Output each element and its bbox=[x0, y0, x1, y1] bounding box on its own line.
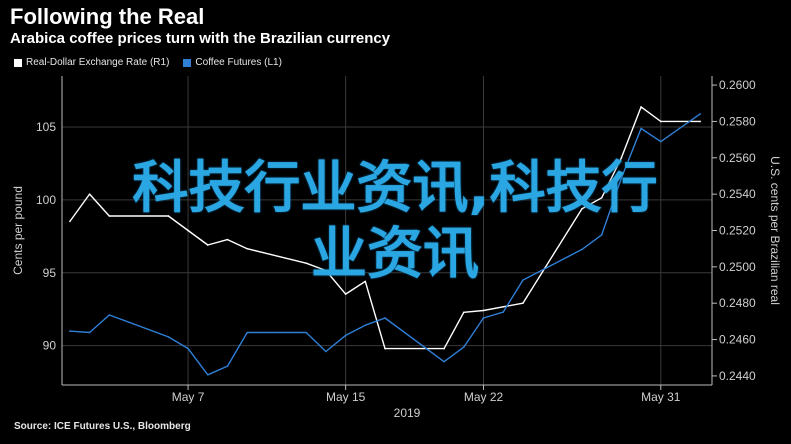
data-point-real bbox=[167, 215, 170, 217]
series-line-coffee bbox=[69, 113, 701, 376]
legend-item-coffee: Coffee Futures (L1) bbox=[183, 57, 282, 68]
legend: Real-Dollar Exchange Rate (R1) Coffee Fu… bbox=[14, 57, 296, 68]
right-tick-label: 0.2560 bbox=[719, 151, 756, 165]
data-point-coffee bbox=[443, 360, 445, 363]
data-point-coffee bbox=[325, 350, 327, 353]
data-point-real bbox=[108, 215, 111, 217]
legend-item-real: Real-Dollar Exchange Rate (R1) bbox=[14, 57, 169, 68]
data-point-real bbox=[344, 293, 347, 295]
data-point-real bbox=[482, 309, 485, 312]
x-tick-label: May 15 bbox=[326, 390, 366, 404]
right-axis-label: U.S. cents per Brazilian real bbox=[768, 156, 782, 305]
data-point-coffee bbox=[522, 279, 524, 281]
x-axis-label: 2019 bbox=[394, 406, 421, 420]
data-point-real bbox=[659, 120, 662, 123]
chart-subtitle: Arabica coffee prices turn with the Braz… bbox=[10, 30, 391, 47]
data-point-real bbox=[305, 262, 308, 265]
x-tick-label: May 22 bbox=[464, 390, 504, 404]
data-point-real bbox=[620, 156, 623, 159]
data-point-real bbox=[640, 106, 642, 108]
series-line-real bbox=[69, 106, 701, 350]
chart-title: Following the Real bbox=[10, 4, 205, 29]
left-tick-label: 100 bbox=[36, 193, 56, 207]
data-point-coffee bbox=[187, 347, 189, 350]
x-tick-label: May 31 bbox=[641, 390, 681, 404]
data-point-coffee bbox=[581, 248, 583, 251]
legend-label-real: Real-Dollar Exchange Rate (R1) bbox=[26, 57, 170, 68]
data-point-real bbox=[88, 193, 91, 195]
data-point-coffee bbox=[344, 334, 347, 337]
data-point-coffee bbox=[364, 324, 367, 327]
right-tick-label: 0.2580 bbox=[719, 114, 756, 128]
legend-label-coffee: Coffee Futures (L1) bbox=[195, 57, 282, 68]
left-tick-label: 90 bbox=[43, 339, 57, 353]
data-point-coffee bbox=[69, 330, 71, 332]
data-point-real bbox=[384, 347, 386, 350]
data-point-real bbox=[226, 238, 229, 241]
data-point-coffee bbox=[640, 127, 642, 130]
data-point-coffee bbox=[206, 373, 209, 376]
data-point-coffee bbox=[88, 331, 91, 334]
data-point-real bbox=[206, 244, 209, 246]
data-point-coffee bbox=[384, 317, 386, 319]
data-point-coffee bbox=[620, 177, 623, 179]
data-point-real bbox=[443, 347, 445, 350]
data-point-real bbox=[581, 207, 583, 210]
data-point-coffee bbox=[463, 346, 465, 348]
source-note: Source: ICE Futures U.S., Bloomberg bbox=[14, 421, 191, 432]
right-tick-label: 0.2480 bbox=[719, 296, 756, 310]
left-axis-label: Cents per pound bbox=[11, 186, 25, 275]
left-tick-label: 95 bbox=[43, 266, 57, 280]
right-tick-label: 0.2520 bbox=[719, 224, 756, 238]
legend-swatch-real bbox=[14, 58, 22, 67]
data-point-coffee bbox=[305, 331, 308, 334]
data-point-coffee bbox=[699, 113, 701, 115]
legend-swatch-coffee bbox=[183, 58, 192, 67]
data-point-coffee bbox=[502, 311, 505, 313]
data-point-coffee bbox=[659, 140, 662, 143]
data-point-coffee bbox=[226, 365, 229, 367]
left-tick-label: 105 bbox=[36, 120, 56, 134]
data-point-coffee bbox=[167, 336, 170, 338]
data-point-real bbox=[69, 220, 71, 223]
data-point-real bbox=[502, 306, 505, 308]
data-point-real bbox=[600, 196, 603, 199]
data-point-real bbox=[463, 311, 465, 314]
data-point-real bbox=[246, 247, 248, 250]
data-point-real bbox=[699, 120, 701, 123]
right-tick-label: 0.2540 bbox=[719, 187, 756, 201]
data-point-coffee bbox=[246, 331, 248, 334]
right-tick-label: 0.2440 bbox=[719, 369, 756, 383]
data-point-real bbox=[364, 280, 367, 283]
x-tick-label: May 7 bbox=[172, 390, 205, 404]
data-point-real bbox=[187, 229, 189, 232]
data-point-real bbox=[522, 302, 524, 305]
data-point-coffee bbox=[600, 234, 603, 236]
data-point-coffee bbox=[108, 314, 111, 316]
right-tick-label: 0.2600 bbox=[719, 78, 756, 92]
right-tick-label: 0.2460 bbox=[719, 333, 756, 347]
right-tick-label: 0.2500 bbox=[719, 260, 756, 274]
data-point-coffee bbox=[482, 317, 485, 319]
data-point-real bbox=[325, 269, 327, 272]
